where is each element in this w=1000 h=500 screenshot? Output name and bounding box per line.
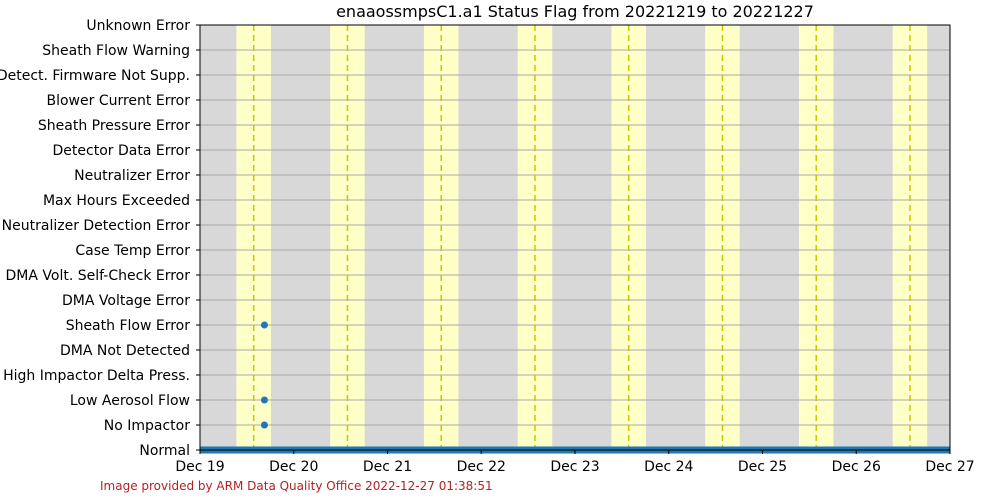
flag-label-14: High Impactor Delta Press.: [3, 368, 190, 384]
flag-label-12: Sheath Flow Error: [66, 318, 191, 334]
flag-label-13: DMA Not Detected: [60, 343, 190, 359]
x-tick-label-5: Dec 24: [644, 459, 693, 475]
flag-label-6: Neutralizer Error: [74, 168, 190, 184]
flag-point-1: [260, 396, 268, 404]
flag-label-16: No Impactor: [104, 418, 190, 434]
flag-label-10: DMA Volt. Self-Check Error: [6, 268, 191, 284]
chart-title: enaaossmpsC1.a1 Status Flag from 2022121…: [336, 2, 814, 21]
flag-point-2: [260, 421, 268, 429]
x-tick-label-2: Dec 21: [363, 459, 412, 475]
x-tick-label-4: Dec 23: [550, 459, 599, 475]
flag-label-8: Neutralizer Detection Error: [2, 218, 191, 234]
solar-noon-lines: [252, 25, 911, 450]
flag-label-3: Blower Current Error: [47, 93, 191, 109]
flag-point-0: [260, 321, 268, 329]
x-tick-label-8: Dec 27: [925, 459, 974, 475]
x-tick-label-0: Dec 19: [175, 459, 224, 475]
x-tick-label-1: Dec 20: [269, 459, 318, 475]
flag-label-7: Max Hours Exceeded: [43, 193, 190, 209]
flag-label-4: Sheath Pressure Error: [38, 118, 190, 134]
credit-text: Image provided by ARM Data Quality Offic…: [100, 479, 493, 493]
flag-label-17: Normal: [139, 443, 190, 459]
flag-label-15: Low Aerosol Flow: [70, 393, 190, 409]
plot-background: [200, 25, 950, 450]
flag-label-9: Case Temp Error: [75, 243, 190, 259]
flag-label-0: Unknown Error: [86, 18, 190, 34]
x-tick-label-7: Dec 26: [832, 459, 881, 475]
flag-labels: Unknown Error Sheath Flow Warning Detect. …: [0, 18, 200, 459]
flag-label-11: DMA Voltage Error: [62, 293, 190, 309]
flag-points: [260, 321, 268, 429]
flag-label-2: Detect. Firmware Not Supp.: [0, 68, 190, 84]
x-axis-ticks: Dec 19 Dec 20 Dec 21 Dec 22 Dec 23 Dec 24 Dec …: [175, 450, 975, 475]
x-tick-label-3: Dec 22: [457, 459, 506, 475]
flag-label-1: Sheath Flow Warning: [42, 43, 190, 59]
flag-label-5: Detector Data Error: [53, 143, 191, 159]
x-tick-label-6: Dec 25: [738, 459, 787, 475]
